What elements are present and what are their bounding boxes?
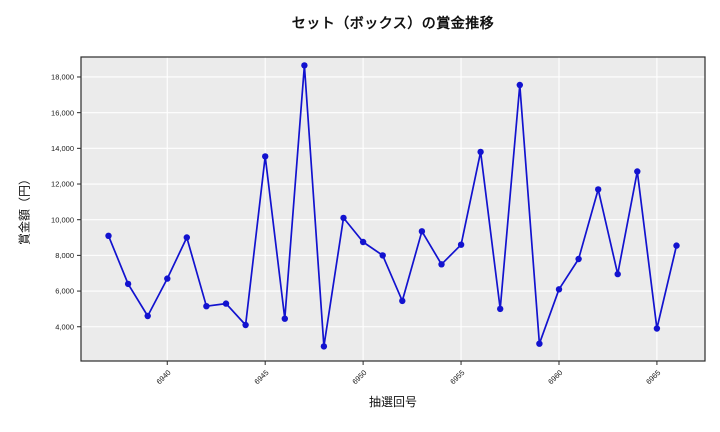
y-tick-label: 6,000 bbox=[55, 287, 74, 296]
data-point bbox=[164, 275, 171, 282]
data-point bbox=[203, 303, 210, 310]
data-point bbox=[262, 153, 269, 160]
data-point bbox=[653, 325, 661, 332]
data-point bbox=[634, 168, 641, 175]
y-tick-label: 18,000 bbox=[51, 73, 74, 82]
data-point bbox=[516, 81, 523, 89]
data-point bbox=[457, 241, 465, 248]
y-tick-label: 16,000 bbox=[51, 108, 74, 117]
chart-title: セット（ボックス）の賞金推移 bbox=[291, 15, 495, 31]
data-point bbox=[477, 148, 484, 156]
y-tick-label: 4,000 bbox=[55, 322, 74, 331]
data-point bbox=[536, 340, 543, 347]
plot-background bbox=[81, 57, 705, 361]
x-tick-label: 6950 bbox=[350, 368, 368, 386]
prize-line bbox=[107, 64, 678, 348]
axes-frame bbox=[80, 56, 706, 362]
x-tick-label: 6960 bbox=[546, 368, 564, 386]
x-tick-label: 6955 bbox=[448, 368, 466, 386]
data-point bbox=[614, 270, 621, 278]
data-point bbox=[575, 255, 582, 263]
x-axis-label: 抽選回号 bbox=[368, 395, 417, 409]
data-point bbox=[281, 315, 288, 322]
data-point bbox=[340, 214, 347, 222]
data-point bbox=[359, 238, 367, 246]
data-point bbox=[183, 234, 190, 241]
data-point bbox=[105, 232, 112, 239]
data-point bbox=[418, 228, 426, 235]
y-tick-label: 14,000 bbox=[51, 144, 74, 153]
data-point bbox=[497, 305, 504, 313]
x-tick-label: 6940 bbox=[155, 368, 173, 386]
data-point bbox=[301, 62, 308, 69]
y-tick-label: 8,000 bbox=[55, 251, 74, 260]
x-tick-label: 6965 bbox=[644, 368, 662, 386]
data-point bbox=[320, 343, 328, 350]
data-point bbox=[673, 242, 680, 249]
data-point bbox=[242, 321, 249, 329]
data-point bbox=[595, 186, 602, 193]
data-point bbox=[555, 286, 563, 293]
y-tick-label: 12,000 bbox=[51, 180, 74, 189]
y-tick-label: 10,000 bbox=[51, 215, 74, 224]
data-point bbox=[438, 261, 445, 268]
data-point bbox=[399, 297, 406, 305]
data-point bbox=[124, 280, 132, 288]
data-point bbox=[222, 300, 230, 307]
x-tick-label: 6945 bbox=[252, 368, 270, 386]
data-point bbox=[144, 312, 151, 320]
data-point bbox=[379, 252, 386, 259]
